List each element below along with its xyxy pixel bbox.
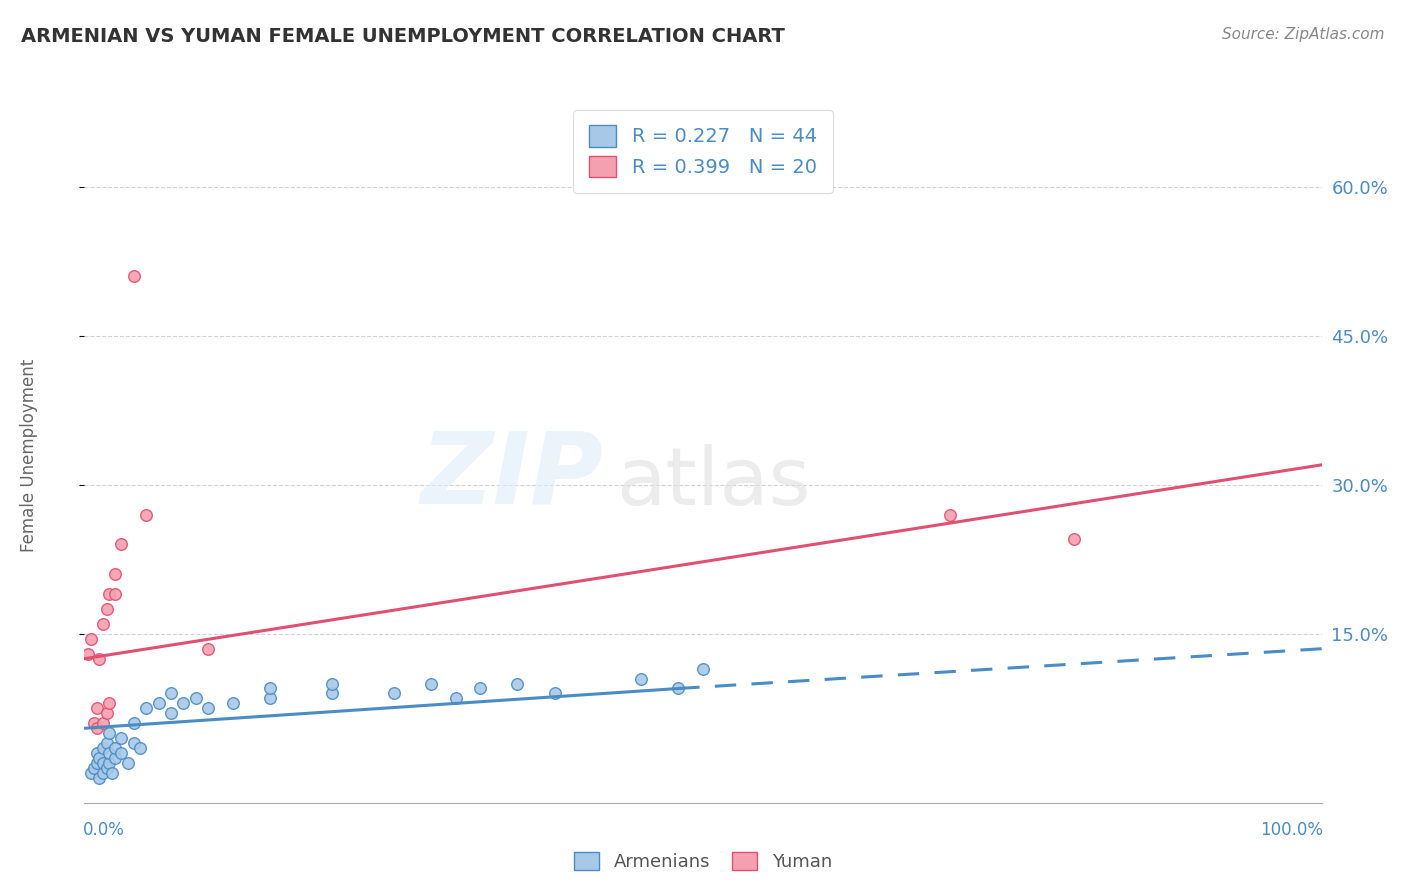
Text: 0.0%: 0.0% xyxy=(83,821,125,838)
Point xyxy=(135,701,157,715)
Point xyxy=(506,676,529,690)
Point xyxy=(160,706,183,721)
Point xyxy=(86,701,108,715)
Point xyxy=(419,676,441,690)
Point xyxy=(86,721,108,735)
Point xyxy=(135,508,157,522)
Point xyxy=(104,567,127,582)
Legend: Armenians, Yuman: Armenians, Yuman xyxy=(567,845,839,879)
Text: ZIP: ZIP xyxy=(420,427,605,524)
Point xyxy=(89,771,111,785)
Point xyxy=(197,641,219,656)
Point xyxy=(666,681,689,696)
Point xyxy=(77,647,100,661)
Point xyxy=(129,741,152,756)
Point xyxy=(259,681,281,696)
Point xyxy=(89,651,111,665)
Point xyxy=(96,736,118,750)
Point xyxy=(79,632,101,646)
Point xyxy=(98,697,121,711)
Point xyxy=(148,697,170,711)
Point xyxy=(122,268,145,283)
Legend: R = 0.227   N = 44, R = 0.399   N = 20: R = 0.227 N = 44, R = 0.399 N = 20 xyxy=(574,110,832,193)
Point xyxy=(98,726,121,740)
Point xyxy=(104,751,127,765)
Point xyxy=(470,681,492,696)
Point xyxy=(83,761,105,775)
Point xyxy=(110,731,132,746)
Point xyxy=(91,616,114,631)
Point xyxy=(100,766,122,780)
Point xyxy=(91,716,114,731)
Point xyxy=(91,741,114,756)
Point xyxy=(160,686,183,700)
Text: 100.0%: 100.0% xyxy=(1260,821,1323,838)
Point xyxy=(79,766,101,780)
Point xyxy=(692,662,714,676)
Point xyxy=(86,746,108,760)
Text: ARMENIAN VS YUMAN FEMALE UNEMPLOYMENT CORRELATION CHART: ARMENIAN VS YUMAN FEMALE UNEMPLOYMENT CO… xyxy=(21,27,785,45)
Point xyxy=(321,686,343,700)
Text: atlas: atlas xyxy=(616,443,811,522)
Point xyxy=(98,587,121,601)
Point xyxy=(104,587,127,601)
Point xyxy=(117,756,139,770)
Point xyxy=(259,691,281,706)
Point xyxy=(83,716,105,731)
Point xyxy=(122,736,145,750)
Text: Female Unemployment: Female Unemployment xyxy=(20,359,38,551)
Point xyxy=(104,741,127,756)
Point xyxy=(89,751,111,765)
Point xyxy=(122,716,145,731)
Point xyxy=(110,537,132,551)
Point xyxy=(91,756,114,770)
Point xyxy=(630,672,652,686)
Point xyxy=(222,697,245,711)
Point xyxy=(321,676,343,690)
Point xyxy=(939,508,962,522)
Point xyxy=(444,691,467,706)
Point xyxy=(96,761,118,775)
Point xyxy=(96,706,118,721)
Point xyxy=(197,701,219,715)
Point xyxy=(98,746,121,760)
Point xyxy=(382,686,405,700)
Point xyxy=(110,746,132,760)
Point xyxy=(98,756,121,770)
Point xyxy=(96,602,118,616)
Point xyxy=(86,756,108,770)
Point xyxy=(1063,533,1085,547)
Point xyxy=(184,691,207,706)
Point xyxy=(91,766,114,780)
Text: Source: ZipAtlas.com: Source: ZipAtlas.com xyxy=(1222,27,1385,42)
Point xyxy=(543,686,565,700)
Point xyxy=(172,697,194,711)
